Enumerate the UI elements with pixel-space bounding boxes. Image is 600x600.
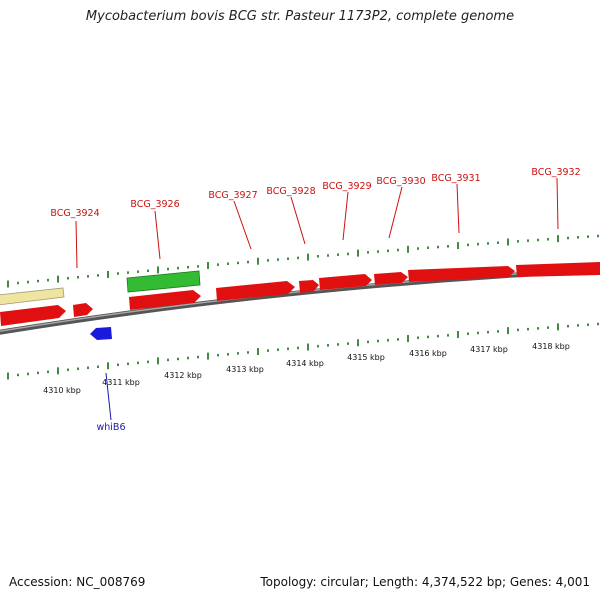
gene-label-bcg-3930[interactable]: BCG_3930 (376, 176, 425, 187)
cds-arrow (516, 262, 600, 277)
kbp-label: 4317 kbp (470, 345, 508, 354)
kbp-label: 4318 kbp (532, 342, 570, 351)
gene-label-leaders (75, 177, 559, 269)
kbp-label: 4313 kbp (226, 365, 264, 374)
cds-arrow (73, 303, 93, 317)
whib6-leader (105, 372, 112, 421)
genome-summary-text: Topology: circular; Length: 4,374,522 bp… (260, 575, 590, 589)
kbp-label: 4315 kbp (347, 353, 385, 362)
blue-feature-arrow (90, 327, 112, 340)
cds-arrow (0, 305, 66, 326)
kbp-label: 4314 kbp (286, 359, 324, 368)
gene-label-bcg-3931[interactable]: BCG_3931 (431, 173, 480, 184)
gene-label-bcg-3924[interactable]: BCG_3924 (50, 208, 99, 219)
cds-arrow (216, 281, 295, 301)
kbp-label: 4312 kbp (164, 371, 202, 380)
other-feature-bar (0, 287, 65, 306)
map-title: Mycobacterium bovis BCG str. Pasteur 117… (85, 9, 515, 24)
green-feature-bar (126, 270, 201, 293)
gene-label-bcg-3928[interactable]: BCG_3928 (266, 186, 315, 197)
gene-label-bcg-3929[interactable]: BCG_3929 (322, 181, 371, 192)
top-tick-row (7, 234, 599, 288)
gene-label-bcg-3927[interactable]: BCG_3927 (208, 190, 257, 201)
cds-arrow (374, 272, 408, 285)
gene-label-bcg-3926[interactable]: BCG_3926 (130, 199, 179, 210)
bottom-tick-row (7, 322, 599, 380)
cds-arrow (408, 266, 515, 282)
cds-arrows (0, 262, 600, 326)
cds-arrow (299, 280, 319, 293)
gene-label-bcg-3932[interactable]: BCG_3932 (531, 167, 580, 178)
gene-label-whib6[interactable]: whiB6 (97, 422, 126, 433)
accession-text: Accession: NC_008769 (9, 575, 146, 589)
kbp-label: 4316 kbp (409, 349, 447, 358)
kbp-label: 4311 kbp (102, 378, 140, 387)
cds-arrow (129, 290, 201, 310)
genome-backbone (0, 267, 600, 335)
cds-arrow (319, 274, 372, 290)
kbp-label: 4310 kbp (43, 386, 81, 395)
